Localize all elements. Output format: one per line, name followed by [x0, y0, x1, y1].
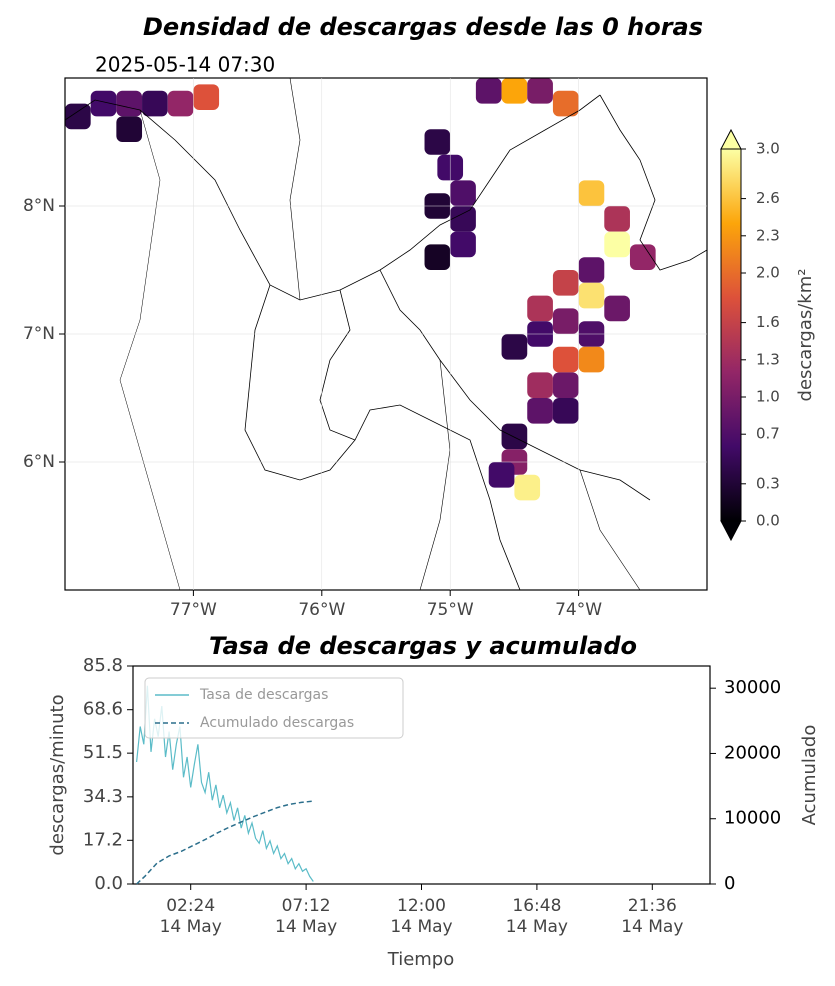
x-tick-label: 12:00 14 May: [390, 896, 453, 937]
density-cell: [527, 78, 553, 104]
density-cell: [604, 231, 630, 258]
x-tick-label: 74°W: [555, 600, 602, 620]
x-tick-label: 76°W: [298, 600, 345, 620]
colorbar-label: descargas/km²: [795, 269, 816, 402]
density-cell: [578, 257, 605, 283]
colorbar-tick-label: 1.6: [756, 313, 780, 331]
x-tick-label: 21:36 14 May: [621, 896, 684, 937]
y-tick-label: 17.2: [83, 829, 123, 850]
density-cell: [116, 116, 143, 142]
line-title: Tasa de descargas y acumulado: [209, 632, 637, 660]
border: [244, 284, 521, 590]
density-cell: [552, 398, 579, 424]
colorbar-tick-label: 2.0: [756, 264, 780, 282]
density-cell: [604, 206, 630, 232]
density-cell: [578, 346, 605, 373]
density-cell: [527, 372, 553, 398]
x-axis-label: Tiempo: [387, 949, 455, 970]
y-tick-label: 0.0: [94, 873, 123, 894]
map-subtitle: 2025-05-14 07:30: [95, 53, 275, 77]
heatmap-cells: [65, 78, 656, 501]
density-cell: [424, 244, 451, 270]
density-cell: [501, 334, 528, 360]
y-tick-label: 7°N: [23, 324, 55, 344]
y2-axis-label: Acumulado: [799, 725, 820, 826]
border: [379, 269, 651, 501]
colorbar-tick-label: 2.6: [756, 189, 780, 207]
y-tick-label: 85.8: [83, 655, 123, 676]
density-cell: [488, 462, 515, 488]
y-tick-label: 6°N: [23, 452, 55, 472]
colorbar-tick-label: 0.7: [756, 425, 780, 443]
density-cell: [552, 90, 579, 117]
x-tick-label: 77°W: [170, 600, 217, 620]
legend-label: Tasa de descargas: [199, 687, 328, 703]
density-cell: [552, 270, 579, 296]
density-cell: [501, 423, 528, 450]
colorbar-tick-label: 0.0: [756, 512, 780, 530]
y-tick-label: 51.5: [83, 742, 123, 763]
density-cell: [501, 78, 528, 104]
colorbar-tick-label: 2.3: [756, 226, 780, 244]
density-cell: [167, 90, 194, 117]
y-tick-label: 8°N: [23, 196, 55, 216]
colorbar-tick-label: 1.3: [756, 350, 780, 368]
density-cell: [193, 84, 220, 110]
border: [65, 94, 601, 301]
density-cell: [552, 308, 579, 334]
y2-tick-label: 30000: [724, 677, 781, 698]
density-cell: [552, 372, 579, 398]
density-cell: [475, 78, 502, 104]
density-cell: [450, 206, 476, 232]
colorbar-tick-label: 0.3: [756, 474, 780, 492]
border: [119, 109, 181, 590]
x-tick-label: 16:48 14 May: [505, 896, 568, 937]
density-cell: [629, 244, 656, 270]
legend-box: [144, 677, 404, 739]
y2-tick-label: 20000: [724, 742, 781, 763]
colorbar: [721, 149, 741, 521]
colorbar-tick-label: 1.0: [756, 388, 780, 406]
border: [419, 359, 451, 590]
y2-tick-label: 0: [724, 873, 735, 894]
border: [319, 289, 356, 441]
density-cell: [90, 90, 117, 117]
map-title: Densidad de descargas desde las 0 horas: [143, 13, 703, 41]
line-series: [136, 800, 314, 885]
density-cell: [142, 90, 168, 117]
x-tick-label: 07:12 14 May: [275, 896, 338, 937]
y-tick-label: 34.3: [83, 786, 123, 807]
x-tick-label: 75°W: [427, 600, 474, 620]
density-cell: [424, 129, 451, 155]
density-cell: [552, 346, 579, 373]
density-cell: [514, 474, 541, 501]
density-cell: [578, 282, 605, 309]
y-tick-label: 68.6: [83, 699, 123, 720]
density-cell: [527, 398, 553, 424]
density-cell: [65, 103, 91, 130]
density-cell: [450, 180, 476, 206]
density-cell: [604, 295, 630, 322]
density-cell: [578, 180, 605, 206]
x-tick-label: 02:24 14 May: [159, 896, 222, 937]
border: [289, 78, 301, 301]
line-series: [136, 685, 314, 882]
colorbar-extend: [720, 520, 742, 542]
legend-label: Acumulado descargas: [200, 715, 354, 731]
density-cell: [527, 295, 553, 322]
map-borders: [65, 78, 707, 590]
density-cell: [116, 90, 143, 117]
border: [599, 94, 707, 271]
density-cell: [450, 231, 476, 258]
y-axis-label: descargas/minuto: [47, 694, 68, 855]
border: [579, 469, 641, 590]
y2-tick-label: 10000: [724, 808, 781, 829]
colorbar-extend: [720, 128, 742, 150]
colorbar-frame: [720, 148, 742, 522]
colorbar-tick-label: 3.0: [756, 140, 780, 158]
